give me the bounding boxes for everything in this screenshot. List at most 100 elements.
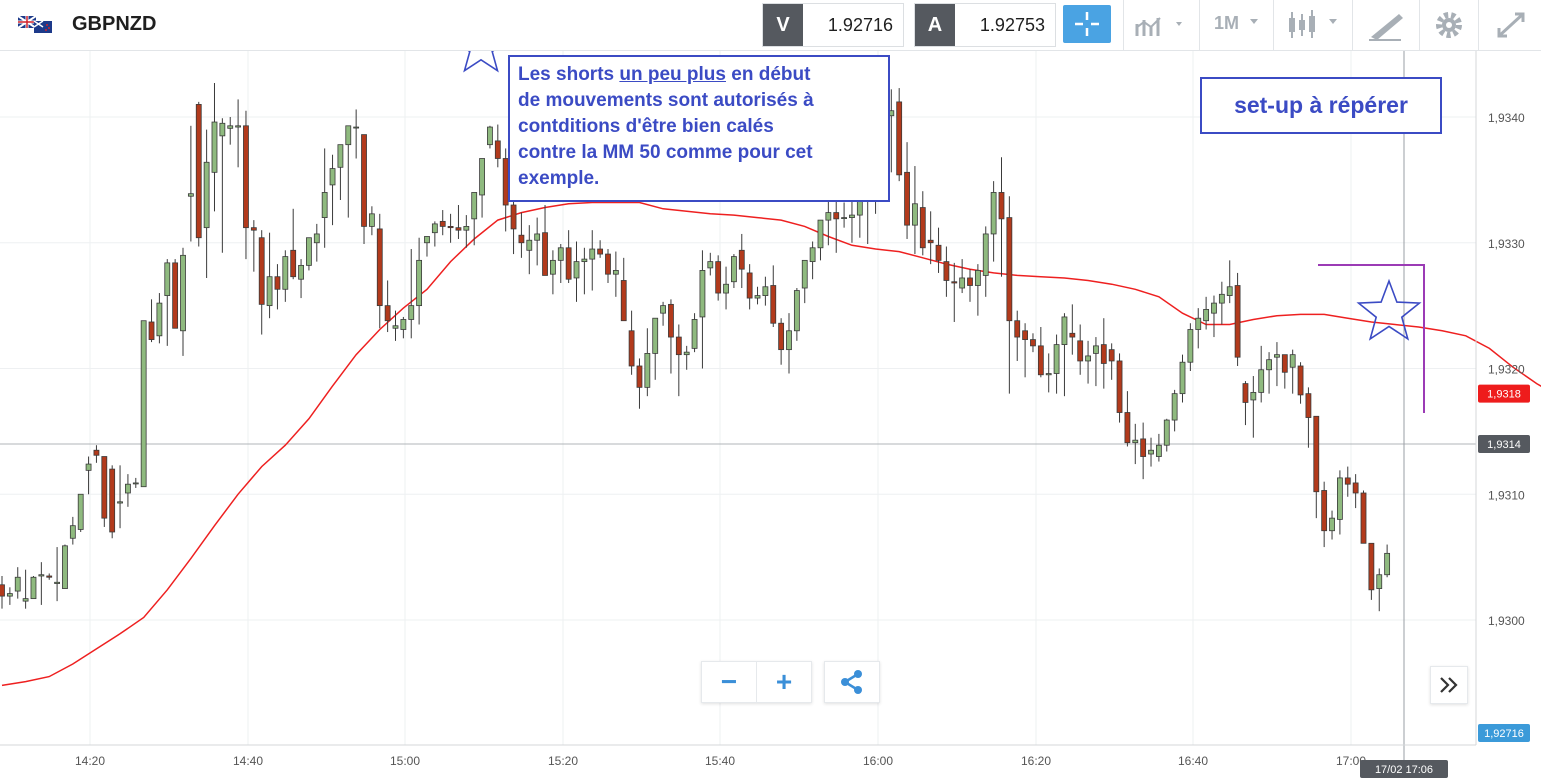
sell-value: 1.92716	[827, 15, 893, 35]
candle-body	[337, 144, 344, 168]
candle-body	[691, 319, 698, 349]
timeframe-dropdown[interactable]: 1M	[1199, 0, 1273, 50]
candle-body	[180, 254, 186, 332]
candle-body	[1163, 419, 1170, 446]
candle	[361, 134, 367, 245]
candle	[6, 587, 13, 605]
candle-body	[1305, 393, 1312, 418]
sell-quote[interactable]: V 1.92716	[762, 3, 904, 47]
candle-body	[833, 212, 840, 220]
candle-body	[581, 258, 588, 263]
candle	[487, 125, 493, 149]
zoom-in-button[interactable]: +	[775, 666, 793, 697]
candle	[731, 254, 737, 289]
candle-body	[1006, 217, 1013, 322]
candle	[77, 493, 84, 532]
candle	[1258, 345, 1265, 403]
settings-button[interactable]	[1419, 0, 1478, 50]
candle-body	[203, 161, 210, 229]
candle	[510, 192, 517, 255]
candle-body	[951, 281, 958, 284]
candle	[1108, 343, 1115, 380]
candle	[1037, 327, 1044, 378]
scroll-to-latest-button[interactable]	[1430, 666, 1468, 704]
price-tick-label: 1,9340	[1488, 111, 1525, 125]
candle-body	[6, 593, 13, 597]
candle-body	[1085, 355, 1091, 362]
candle-body	[1030, 339, 1036, 347]
candle-body	[384, 305, 391, 322]
cursor-price-tag: 1,9314	[1478, 434, 1530, 453]
candle	[943, 246, 950, 297]
candle	[1030, 333, 1036, 353]
candle	[187, 125, 194, 242]
share-button[interactable]	[824, 661, 880, 703]
candle	[1321, 481, 1328, 548]
candle	[778, 318, 785, 365]
cursor-price-tag-bg	[1478, 434, 1530, 453]
candle	[400, 316, 407, 339]
current-price-tag: 1,92716	[1478, 724, 1530, 742]
candle-body	[424, 236, 430, 244]
candle-body	[93, 449, 100, 456]
candle	[967, 269, 973, 302]
price-chart[interactable]: 1,9340 1,9330 1,9320 1,9310 1,9300 1,9318 1,93…	[0, 51, 1541, 779]
candle	[1132, 423, 1139, 465]
time-tick-label: 15:20	[548, 754, 578, 768]
candle	[534, 217, 541, 266]
candle-body	[715, 261, 722, 294]
share-icon	[841, 670, 862, 694]
candle-body	[431, 223, 438, 234]
candle-body	[250, 227, 257, 231]
candle-body	[762, 286, 769, 296]
ma50-layer	[1, 201, 1541, 687]
price-axis: 1,9340 1,9330 1,9320 1,9310 1,9300 1,9318 1,93…	[1475, 51, 1530, 745]
candle-body	[1384, 552, 1391, 576]
candle	[762, 276, 769, 306]
draw-tools-button[interactable]	[1352, 0, 1419, 50]
candle-body	[313, 233, 320, 244]
crosshair-button[interactable]	[1063, 5, 1111, 43]
candle-body	[1337, 477, 1343, 520]
candle	[1376, 568, 1383, 612]
candle-body	[117, 501, 123, 504]
candle-body	[770, 285, 777, 324]
candle-body	[306, 237, 312, 266]
candle	[927, 211, 934, 265]
note-line-3: contditions d'être bien calés	[518, 116, 774, 137]
candle-body	[22, 598, 29, 602]
candle	[715, 255, 722, 301]
candle-body	[1045, 373, 1052, 376]
candle	[793, 288, 800, 341]
candle	[912, 166, 918, 255]
candle-body	[463, 226, 470, 231]
time-tick-label: 15:40	[705, 754, 735, 768]
candle	[1352, 474, 1359, 509]
candles-button[interactable]	[1273, 0, 1352, 50]
candle-body	[447, 226, 454, 229]
candle-body	[368, 213, 375, 227]
candle-body	[1250, 391, 1257, 401]
chart-type-button[interactable]	[1123, 0, 1199, 50]
candle	[125, 474, 131, 507]
candle	[62, 544, 68, 589]
instrument-symbol[interactable]: GBPNZD	[72, 13, 157, 35]
draw-icon	[1369, 14, 1403, 41]
candle-body	[1218, 293, 1225, 304]
candle-body	[660, 305, 666, 314]
zoom-out-button[interactable]: −	[702, 662, 757, 702]
fullscreen-button[interactable]	[1478, 0, 1541, 50]
candle	[526, 225, 533, 275]
candle	[550, 250, 556, 295]
candle	[392, 310, 399, 341]
candle-body	[644, 353, 651, 388]
candle-body	[243, 125, 249, 229]
candle-body	[919, 207, 926, 249]
candle	[1305, 387, 1312, 448]
candle	[1045, 353, 1052, 393]
candle	[644, 328, 651, 397]
candle-body	[132, 482, 139, 485]
buy-quote[interactable]: A 1.92753	[914, 3, 1056, 47]
candle	[1140, 422, 1147, 480]
candle	[1085, 340, 1091, 384]
